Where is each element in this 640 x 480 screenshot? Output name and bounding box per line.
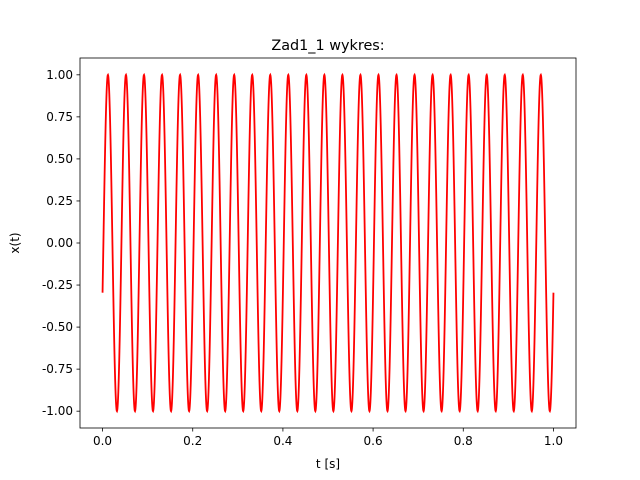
x-axis-label: t [s] [316, 457, 340, 471]
y-tick-label: -0.50 [42, 320, 73, 334]
y-axis-label: x(t) [8, 232, 22, 253]
x-axis-ticks: 0.0 0.2 0.4 0.6 0.8 1.0 [93, 428, 563, 448]
y-tick-label: 0.25 [46, 194, 73, 208]
y-tick-label: 0.50 [46, 152, 73, 166]
y-tick-label: -0.75 [42, 362, 73, 376]
y-tick-label: -1.00 [42, 404, 73, 418]
x-tick-label: 0.8 [454, 434, 473, 448]
plot-clip-group [101, 72, 555, 414]
x-tick-label: 0.2 [183, 434, 202, 448]
y-tick-label: -0.25 [42, 278, 73, 292]
x-tick-label: 1.0 [544, 434, 563, 448]
x-tick-label: 0.0 [93, 434, 112, 448]
chart-title: Zad1_1 wykres: [271, 38, 384, 54]
y-tick-label: 0.75 [46, 110, 73, 124]
y-axis-ticks: 1.00 0.75 0.50 0.25 0.00 -0.25 -0.50 -0.75 -1.00 [42, 68, 80, 418]
series-line [101, 72, 555, 414]
y-tick-label: 0.00 [46, 236, 73, 250]
y-tick-label: 1.00 [46, 68, 73, 82]
x-tick-label: 0.4 [273, 434, 292, 448]
plot-frame [79, 57, 577, 429]
x-tick-label: 0.6 [364, 434, 383, 448]
